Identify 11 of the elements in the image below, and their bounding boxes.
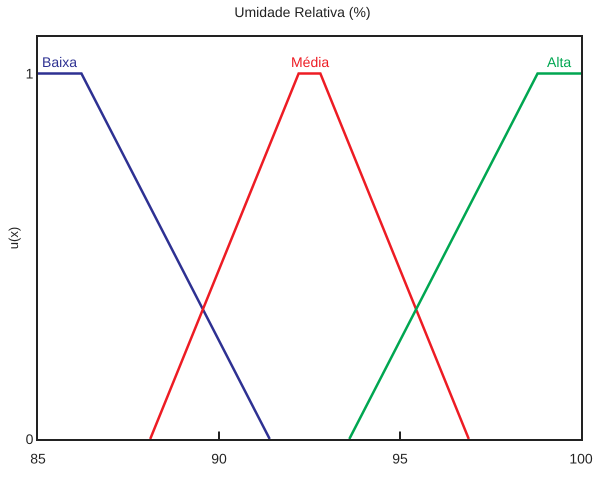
y-axis-title: u(x) (6, 226, 22, 250)
series-label: Baixa (42, 54, 78, 70)
series-label: Alta (547, 54, 572, 70)
x-tick-label: 100 (569, 450, 593, 467)
x-tick-label: 95 (392, 450, 408, 467)
y-tick-label: 0 (26, 430, 34, 447)
series-label: Média (291, 54, 330, 70)
y-tick-label: 1 (26, 65, 34, 82)
x-tick-label: 85 (30, 450, 46, 467)
x-tick-label: 90 (211, 450, 227, 467)
chart-title: Umidade Relativa (%) (234, 4, 371, 20)
